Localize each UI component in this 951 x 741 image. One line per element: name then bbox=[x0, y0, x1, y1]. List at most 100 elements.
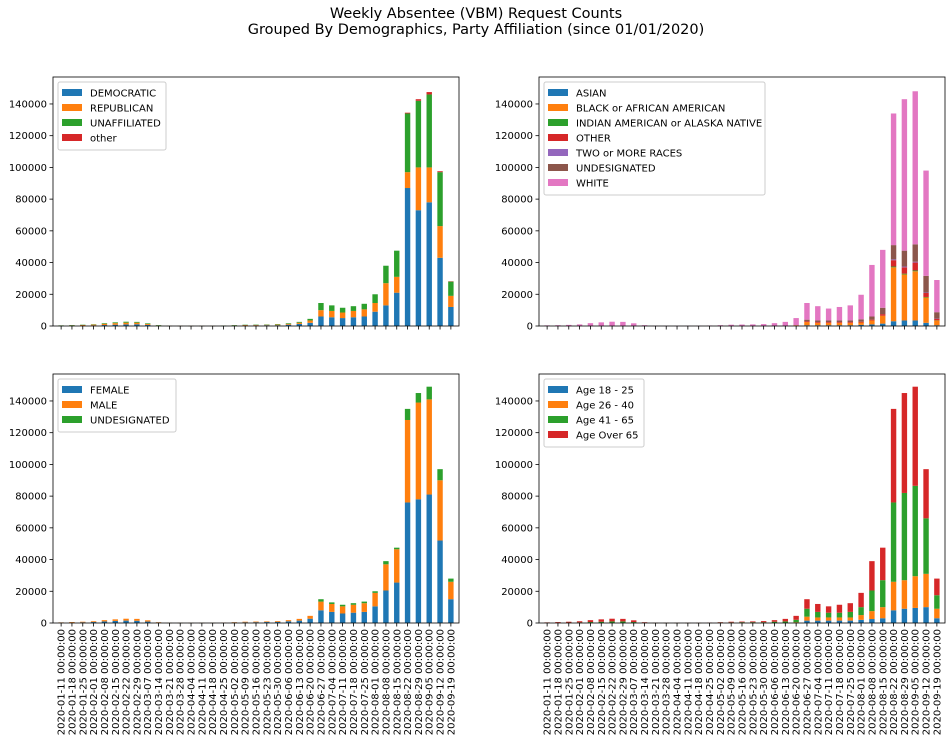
legend-label-5: TWO or MORE RACES bbox=[575, 149, 682, 160]
bar-segment-3-28 bbox=[350, 603, 357, 605]
bar-segment-6-25 bbox=[804, 319, 810, 322]
bar-segment-7-34 bbox=[901, 99, 908, 251]
bar-segment-2-35 bbox=[426, 167, 432, 203]
legend-swatch-4 bbox=[548, 431, 568, 438]
legend-swatch-3 bbox=[548, 416, 568, 423]
y-tick-label-8: 140000 bbox=[9, 99, 47, 110]
bar-segment-3-26 bbox=[329, 602, 335, 604]
y-tick-label-4: 60000 bbox=[501, 226, 533, 237]
legend-label-4: OTHER bbox=[576, 134, 611, 145]
y-tick-label-4: 60000 bbox=[501, 523, 533, 534]
x-tick-label-27: 2020-07-11 00:00:00 bbox=[824, 629, 835, 735]
bar-segment-1-6 bbox=[112, 324, 118, 326]
legend-swatch-6 bbox=[548, 164, 568, 171]
x-tick-label-14: 2020-04-11 00:00:00 bbox=[683, 629, 694, 735]
bar-segment-1-8 bbox=[134, 324, 140, 326]
bar-segment-4-34 bbox=[901, 267, 908, 274]
bar-segment-1-36 bbox=[437, 540, 443, 623]
y-tick-label-8: 140000 bbox=[495, 99, 533, 110]
bar-segment-3-8 bbox=[620, 621, 626, 623]
bar-segment-2-4 bbox=[90, 324, 97, 326]
legend-swatch-3 bbox=[62, 416, 82, 423]
bar-segment-4-7 bbox=[609, 618, 615, 622]
y-tick-label-6: 100000 bbox=[9, 460, 47, 471]
bar-segment-7-26 bbox=[815, 306, 821, 321]
subplot-2: 0 20000 40000 60000 80000 100000 120000 140000 A… bbox=[495, 76, 946, 333]
bar-segment-3-34 bbox=[901, 273, 908, 275]
bar-segment-2-33 bbox=[890, 267, 897, 322]
bar-segment-2-28 bbox=[836, 617, 843, 621]
bar-segment-7-28 bbox=[836, 306, 843, 321]
bar-segment-6-31 bbox=[869, 316, 875, 320]
bar-segment-4-18 bbox=[728, 621, 734, 623]
bar-segment-1-25 bbox=[318, 316, 324, 326]
bar-segment-7-33 bbox=[890, 113, 897, 246]
bar-segment-2-32 bbox=[880, 315, 886, 324]
bar-segment-1-35 bbox=[912, 320, 918, 326]
x-tick-label-14: 2020-04-11 00:00:00 bbox=[197, 629, 208, 735]
x-tick-label-25: 2020-06-27 00:00:00 bbox=[802, 629, 813, 735]
legend-swatch-2 bbox=[62, 401, 82, 408]
bar-segment-3-29 bbox=[361, 303, 367, 310]
x-tick-label-36: 2020-09-12 00:00:00 bbox=[436, 629, 447, 735]
bar-segment-3-8 bbox=[134, 321, 140, 323]
bar-segment-3-7 bbox=[609, 621, 615, 623]
x-tick-label-35: 2020-09-05 00:00:00 bbox=[425, 629, 436, 735]
x-tick-label-6: 2020-02-15 00:00:00 bbox=[597, 629, 608, 735]
bar-segment-4-36 bbox=[923, 293, 929, 297]
bar-segment-4-32 bbox=[880, 314, 886, 316]
x-tick-label-21: 2020-05-30 00:00:00 bbox=[759, 629, 770, 735]
legend-swatch-1 bbox=[62, 89, 82, 96]
bar-segment-1-30 bbox=[858, 324, 864, 326]
x-tick-label-31: 2020-08-08 00:00:00 bbox=[867, 629, 878, 735]
bar-segment-2-35 bbox=[426, 399, 432, 495]
bar-segment-1-34 bbox=[901, 320, 908, 326]
bar-segment-1-29 bbox=[361, 316, 367, 326]
bar-segment-1-31 bbox=[383, 590, 389, 623]
bar-segment-1-23 bbox=[296, 323, 303, 326]
bar-segment-2-22 bbox=[285, 620, 292, 622]
bar-segment-3-5 bbox=[587, 622, 594, 623]
x-tick-label-13: 2020-04-04 00:00:00 bbox=[187, 629, 198, 735]
x-tick-label-21: 2020-05-30 00:00:00 bbox=[273, 629, 284, 735]
x-tick-label-28: 2020-07-18 00:00:00 bbox=[835, 629, 846, 735]
bar-segment-3-25 bbox=[318, 599, 324, 602]
bar-segment-1-34 bbox=[415, 210, 422, 326]
bar-segment-4-23 bbox=[782, 618, 789, 622]
x-tick-label-12: 2020-03-28 00:00:00 bbox=[662, 629, 673, 735]
y-tick-label-5: 80000 bbox=[501, 492, 533, 503]
bar-segment-4-2 bbox=[555, 622, 561, 623]
bar-segment-2-3 bbox=[80, 324, 86, 326]
bar-segment-2-8 bbox=[134, 322, 140, 325]
x-tick-label-34: 2020-08-29 00:00:00 bbox=[414, 629, 425, 735]
bar-segment-2-18 bbox=[242, 621, 248, 623]
bar-segment-1-21 bbox=[274, 621, 281, 623]
x-tick-label-10: 2020-03-14 00:00:00 bbox=[154, 629, 165, 735]
bar-segment-2-36 bbox=[923, 573, 929, 608]
bar-segment-3-31 bbox=[869, 590, 875, 612]
bar-segment-1-7 bbox=[123, 620, 129, 623]
bar-segment-3-27 bbox=[339, 307, 346, 313]
bar-segment-2-32 bbox=[394, 549, 400, 583]
bar-segment-2-27 bbox=[825, 617, 832, 621]
bar-segment-7-37 bbox=[934, 280, 940, 313]
bar-segment-1-27 bbox=[339, 613, 346, 623]
bar-segment-7-18 bbox=[728, 324, 734, 326]
x-tick-label-35: 2020-09-05 00:00:00 bbox=[911, 629, 922, 735]
bar-segment-4-36 bbox=[437, 171, 443, 173]
bar-segment-1-34 bbox=[901, 608, 908, 623]
bar-segment-1-35 bbox=[912, 607, 918, 623]
x-tick-label-13: 2020-04-04 00:00:00 bbox=[673, 629, 684, 735]
bar-segment-3-33 bbox=[404, 408, 411, 420]
bar-segment-1-26 bbox=[329, 317, 335, 326]
y-tick-label-3: 40000 bbox=[501, 258, 533, 269]
bar-segment-3-30 bbox=[858, 607, 864, 616]
bar-segment-4-26 bbox=[815, 322, 821, 323]
bar-segment-2-30 bbox=[372, 592, 378, 607]
bar-segment-3-26 bbox=[329, 305, 335, 311]
x-tick-label-4: 2020-02-01 00:00:00 bbox=[89, 629, 100, 735]
bar-segment-2-25 bbox=[804, 616, 810, 621]
bar-segment-1-32 bbox=[880, 323, 886, 326]
bar-segment-2-5 bbox=[101, 323, 108, 326]
bar-segment-2-36 bbox=[923, 297, 929, 323]
